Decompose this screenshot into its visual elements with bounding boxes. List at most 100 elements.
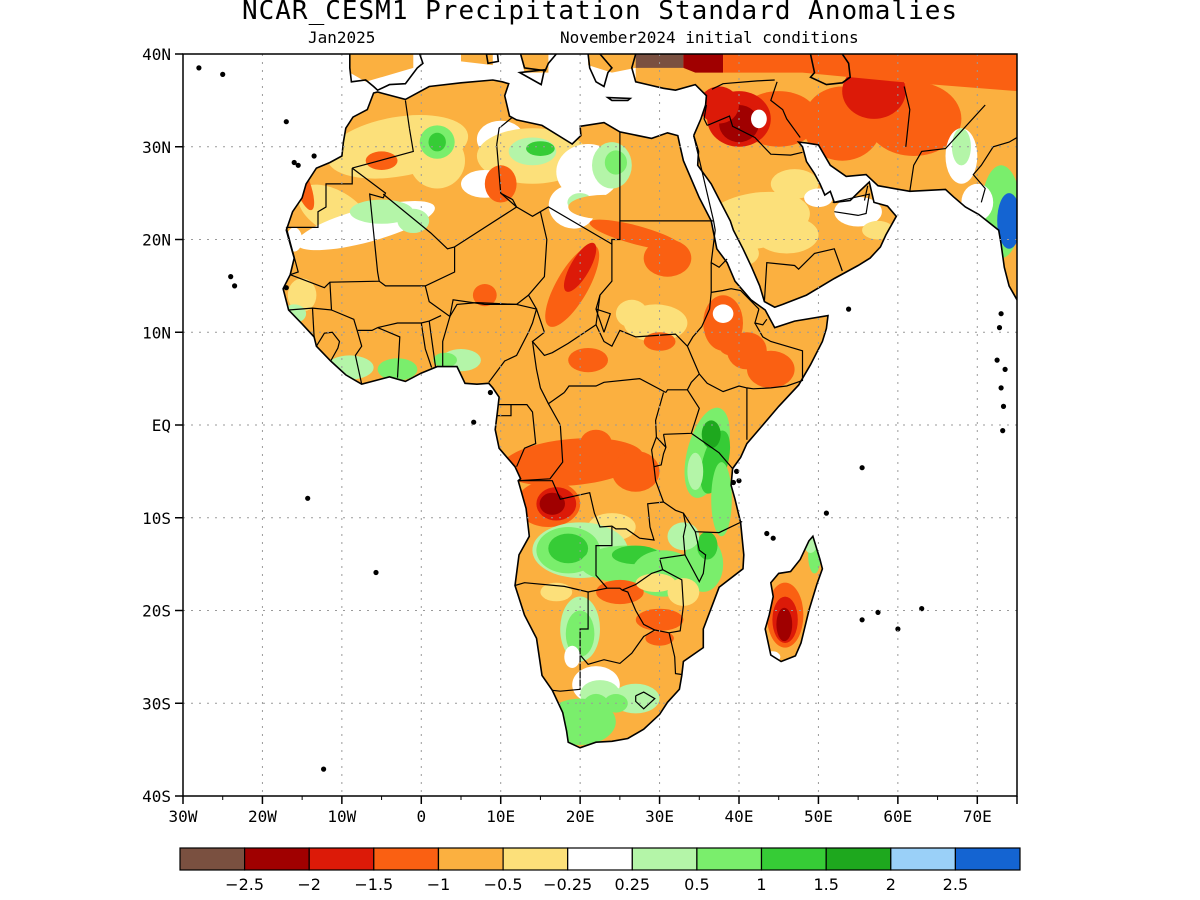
island-11	[770, 535, 776, 541]
border-0	[286, 168, 353, 228]
sicily-coastline	[517, 68, 546, 86]
colorbar-swatch-10	[825, 847, 892, 871]
border-17	[331, 309, 363, 385]
island-3	[295, 162, 301, 168]
border-20	[357, 327, 378, 331]
border-2	[404, 100, 410, 129]
anomaly-blob-52	[701, 420, 721, 449]
lat-label: 20S	[142, 602, 171, 621]
island-4	[311, 153, 317, 159]
colorbar-swatch-9	[760, 847, 827, 871]
border-47	[663, 501, 743, 534]
colorbar-label-5: −0.25	[543, 875, 592, 894]
island-16	[1000, 428, 1006, 434]
colorbar-swatch-5	[502, 847, 569, 871]
colorbar-swatch-11	[890, 847, 956, 871]
border-68	[711, 79, 775, 90]
colorbar-label-0: −2.5	[225, 875, 264, 894]
lon-label: 0	[416, 807, 426, 826]
sri-lanka-coastline	[1049, 334, 1069, 369]
island-13	[998, 385, 1004, 391]
lon-label: 60E	[883, 807, 912, 826]
madagascar-anomaly-field	[765, 536, 823, 662]
anomaly-blob-78	[564, 645, 581, 669]
colorbar-label-11: 2.5	[943, 875, 968, 894]
central-asia-anomaly	[802, 54, 1017, 92]
colorbar-label-6: 0.25	[614, 875, 650, 894]
colorbar-swatch-7	[631, 847, 698, 871]
border-4	[496, 116, 513, 145]
island-19	[998, 311, 1004, 317]
anomaly-blob-15	[997, 193, 1017, 249]
border-56	[635, 691, 656, 710]
island-5	[283, 119, 289, 125]
lat-label: 10N	[142, 323, 171, 342]
levant-turkey-coastline	[630, 54, 708, 136]
anomaly-blob-22	[643, 239, 692, 277]
country-borders	[285, 79, 1017, 710]
border-69	[972, 136, 1017, 203]
border-31	[563, 377, 667, 394]
lon-label: 70E	[963, 807, 992, 826]
lon-label: 30E	[645, 807, 674, 826]
border-42	[663, 389, 700, 435]
anomaly-blob-32	[747, 350, 795, 388]
italy-coastline	[519, 54, 557, 72]
border-33	[595, 308, 612, 333]
border-24	[449, 301, 517, 317]
border-51	[622, 569, 685, 634]
arabia-coastline	[692, 135, 1017, 309]
border-65	[903, 86, 911, 147]
island-9	[859, 617, 865, 623]
lon-label: 40E	[725, 807, 754, 826]
island-32	[823, 510, 830, 516]
gridlines	[183, 54, 1017, 796]
anomaly-blob-42	[433, 352, 457, 368]
border-28	[496, 404, 512, 417]
island-28	[471, 419, 477, 425]
island-6	[220, 71, 226, 77]
border-37	[711, 288, 760, 310]
anomaly-blob-73	[635, 608, 684, 631]
lat-label: 30N	[142, 138, 171, 157]
border-46	[653, 434, 667, 468]
iberia-coastline	[349, 54, 424, 92]
border-67	[703, 104, 708, 126]
caspian-coastline	[809, 54, 852, 86]
border-53	[514, 582, 608, 593]
island-7	[196, 65, 202, 71]
initial-conditions-label: November2024 initial conditions	[560, 28, 859, 47]
anomaly-blob-33	[719, 336, 743, 356]
anomaly-blob-6	[428, 132, 446, 152]
border-58	[500, 192, 518, 208]
colorbar-label-10: 2	[886, 875, 896, 894]
colorbar-label-1: −2	[297, 875, 321, 894]
aegean-anomaly	[588, 54, 636, 73]
border-18	[315, 331, 341, 362]
border-21	[420, 322, 433, 368]
anomaly-blob-20	[776, 221, 817, 249]
island-8	[875, 609, 881, 616]
island-0	[228, 274, 234, 280]
anomaly-blob-47	[611, 451, 660, 492]
anomaly-blob-62	[696, 531, 718, 560]
colorbar-swatch-4	[437, 847, 504, 871]
anomaly-blob-3	[776, 607, 793, 642]
border-62	[863, 185, 869, 201]
lon-label: 50E	[804, 807, 833, 826]
colorbar-swatch-2	[308, 847, 375, 871]
northern-anomaly-strip	[349, 54, 1017, 92]
lat-label: 10S	[142, 509, 171, 528]
island-17	[994, 357, 1000, 363]
greece-coastline	[587, 54, 613, 88]
colorbar-label-3: −1	[427, 875, 451, 894]
anomaly-blob-3	[770, 169, 819, 199]
anomaly-blob-48	[580, 429, 612, 458]
anomaly-blob-20	[563, 242, 597, 292]
anomaly-blob-18	[568, 194, 640, 220]
island-1	[232, 283, 238, 289]
anomaly-blob-38	[712, 304, 734, 324]
border-39	[746, 322, 804, 390]
border-59	[693, 135, 715, 222]
